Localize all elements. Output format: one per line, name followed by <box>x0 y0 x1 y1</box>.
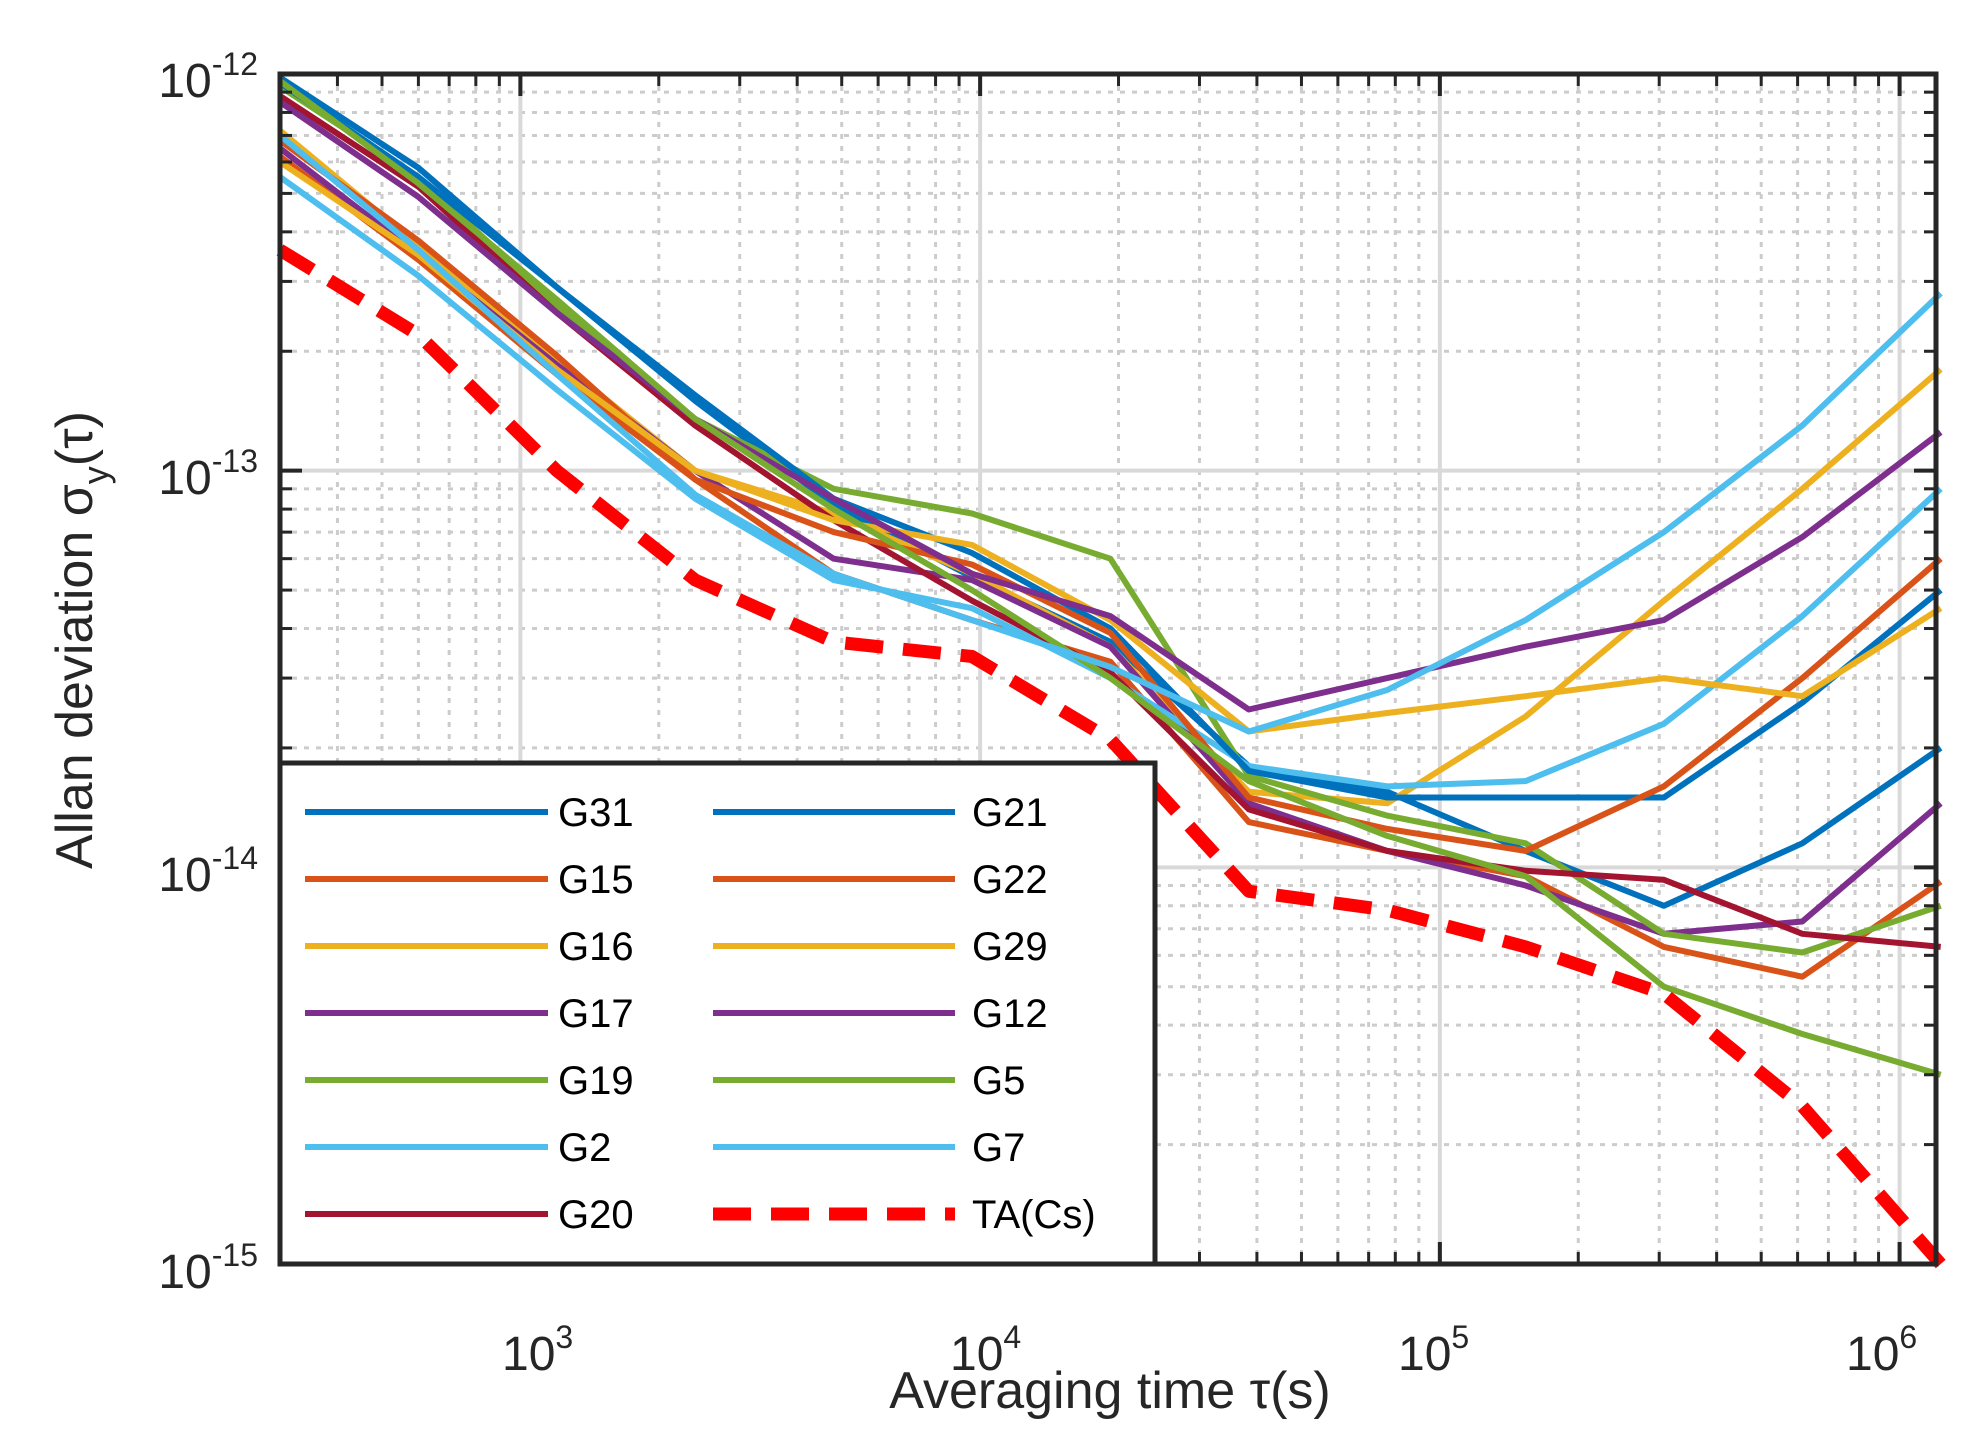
y-tick-label-1e-12: 10-12 <box>158 46 258 108</box>
x-axis-title: Averaging time τ(s) <box>889 1362 1331 1420</box>
legend-label-g2: G2 <box>558 1126 611 1170</box>
legend-label-g16: G16 <box>558 925 634 969</box>
y-tick-label-1e-13: 10-13 <box>158 443 258 505</box>
series-line-g7 <box>278 133 1943 735</box>
legend-label-g20: G20 <box>558 1193 634 1237</box>
x-tick-label-1e3: 103 <box>502 1319 573 1381</box>
legend-label-g29: G29 <box>972 925 1048 969</box>
series-line-g5 <box>278 78 1942 1078</box>
y-axis-title: Allan deviation σy(τ) <box>46 411 116 869</box>
series-line-g19 <box>278 83 1942 956</box>
x-tick-label-1e4: 104 <box>950 1319 1021 1381</box>
legend-label-g12: G12 <box>972 992 1048 1036</box>
legend-label-g21: G21 <box>972 791 1048 835</box>
x-tick-label-1e6: 106 <box>1846 1319 1917 1381</box>
series-line-g22 <box>278 137 1943 854</box>
y-tick-label-1e-15: 10-15 <box>158 1237 258 1299</box>
legend-label-g5: G5 <box>972 1059 1025 1103</box>
x-tick-label-1e5: 105 <box>1398 1319 1469 1381</box>
legend-label-ta-cs: TA(Cs) <box>972 1193 1096 1237</box>
series-line-g29 <box>278 159 1943 735</box>
series-line-g21 <box>278 80 1943 801</box>
legend-label-g31: G31 <box>558 791 634 835</box>
legend-label-g19: G19 <box>558 1059 634 1103</box>
series-lines <box>276 74 1946 1269</box>
series-line-g12 <box>278 99 1943 713</box>
legend-label-g7: G7 <box>972 1126 1025 1170</box>
series-line-ta-cs <box>276 244 1946 1269</box>
y-tick-label-1e-14: 10-14 <box>158 840 258 902</box>
legend-label-g22: G22 <box>972 858 1048 902</box>
legend: G31 G15 G16 G17 G19 G2 G20 G21 G22 G29 G12 G5 G7 TA(C… <box>277 760 1158 1267</box>
legend-label-g17: G17 <box>558 992 634 1036</box>
legend-label-g15: G15 <box>558 858 634 902</box>
